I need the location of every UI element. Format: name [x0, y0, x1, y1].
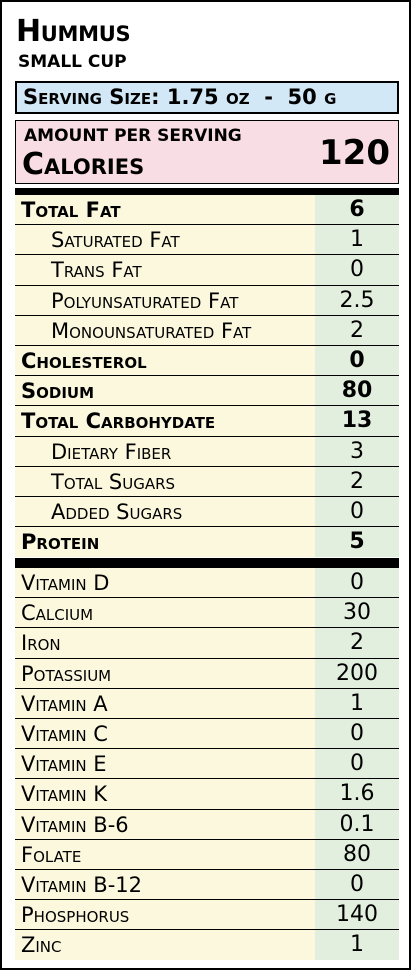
vitamin-value: 200 — [315, 658, 399, 688]
nutrient-name: Saturated Fat — [15, 225, 315, 255]
vitamin-name: Vitamin D — [15, 568, 315, 598]
calories-label: Calories — [22, 147, 145, 182]
nutrient-value: 0 — [315, 345, 399, 376]
nutrient-value: 6 — [315, 195, 399, 225]
vitamin-name: Vitamin B-12 — [15, 869, 315, 900]
vitamin-value: 1 — [315, 930, 399, 961]
vitamin-row-vitamin-k: Vitamin K 1.6 — [15, 779, 399, 810]
vitamin-value: 0 — [315, 749, 399, 779]
nutrient-name: Dietary Fiber — [15, 436, 315, 466]
nutrient-name: Trans Fat — [15, 255, 315, 285]
vitamin-row-zinc: Zinc 1 — [15, 930, 399, 961]
nutrient-name: Protein — [15, 527, 315, 558]
vitamin-name: Vitamin B-6 — [15, 809, 315, 839]
nutrient-value: 80 — [315, 376, 399, 406]
nutrient-value: 0 — [315, 496, 399, 527]
vitamin-row-potassium: Potassium 200 — [15, 658, 399, 689]
nutrient-row-monounsaturated-fat: Monounsaturated Fat 2 — [15, 315, 399, 346]
vitamin-name: Vitamin A — [15, 688, 315, 718]
serving-size-value: 1.75 oz - 50 g — [166, 85, 337, 109]
vitamin-value: 30 — [315, 598, 399, 628]
nutrient-value: 13 — [315, 406, 399, 436]
vitamin-value: 2 — [315, 628, 399, 658]
nutrient-value: 0 — [315, 255, 399, 285]
serving-size-box: Serving Size: 1.75 oz - 50 g — [15, 81, 399, 114]
vitamin-row-folate: Folate 80 — [15, 839, 399, 870]
product-portion: SMALL CUP — [18, 52, 127, 72]
nutrient-list: Total Fat 6 Saturated Fat 1 Trans Fat 0 Pol… — [15, 195, 399, 558]
nutrient-row-saturated-fat: Saturated Fat 1 — [15, 225, 399, 256]
nutrient-name: Polyunsaturated Fat — [15, 285, 315, 315]
thick-divider-top — [15, 188, 399, 195]
nutrient-value: 2 — [315, 466, 399, 496]
vitamin-value: 0 — [315, 568, 399, 598]
nutrient-row-polyunsaturated-fat: Polyunsaturated Fat 2.5 — [15, 285, 399, 316]
vitamin-row-vitamin-b6: Vitamin B-6 0.1 — [15, 809, 399, 840]
nutrient-row-protein: Protein 5 — [15, 527, 399, 558]
nutrient-value: 1 — [315, 225, 399, 255]
nutrient-row-total-fat: Total Fat 6 — [15, 195, 399, 226]
vitamin-value: 0 — [315, 869, 399, 900]
vitamin-name: Calcium — [15, 598, 315, 628]
vitamin-value: 1 — [315, 688, 399, 718]
vitamin-name: Zinc — [15, 930, 315, 961]
vitamin-name: Phosphorus — [15, 900, 315, 930]
nutrient-row-trans-fat: Trans Fat 0 — [15, 255, 399, 286]
nutrient-value: 2 — [315, 315, 399, 345]
nutrient-name: Cholesterol — [15, 345, 315, 376]
serving-size-label: Serving Size: — [23, 85, 160, 109]
calories-value: 120 — [319, 133, 390, 173]
vitamin-value: 1.6 — [315, 779, 399, 809]
vitamin-row-iron: Iron 2 — [15, 628, 399, 659]
vitamin-name: Potassium — [15, 658, 315, 688]
nutrient-row-total-carbohydrate: Total Carbohydate 13 — [15, 406, 399, 437]
vitamin-name: Folate — [15, 839, 315, 869]
vitamin-name: Iron — [15, 628, 315, 658]
nutrient-row-sodium: Sodium 80 — [15, 376, 399, 407]
nutrient-name: Added Sugars — [15, 496, 315, 527]
vitamin-value: 80 — [315, 839, 399, 869]
vitamin-value: 0.1 — [315, 809, 399, 839]
vitamin-row-vitamin-b12: Vitamin B-12 0 — [15, 869, 399, 901]
nutrient-name: Total Fat — [15, 195, 315, 225]
nutrient-value: 2.5 — [315, 285, 399, 315]
nutrient-name: Monounsaturated Fat — [15, 315, 315, 345]
vitamin-value: 140 — [315, 900, 399, 930]
vitamin-name: Vitamin C — [15, 718, 315, 749]
vitamin-name: Vitamin K — [15, 779, 315, 809]
vitamin-name: Vitamin E — [15, 749, 315, 779]
nutrient-value: 3 — [315, 436, 399, 466]
calories-box: AMOUNT PER SERVING Calories 120 — [15, 120, 399, 184]
vitamin-row-calcium: Calcium 30 — [15, 598, 399, 629]
nutrient-value: 5 — [315, 527, 399, 558]
vitamin-row-phosphorus: Phosphorus 140 — [15, 900, 399, 931]
nutrient-row-dietary-fiber: Dietary Fiber 3 — [15, 436, 399, 467]
thick-divider-vitamins — [15, 558, 399, 568]
nutrient-name: Total Sugars — [15, 466, 315, 496]
amount-per-serving: AMOUNT PER SERVING — [24, 126, 242, 146]
nutrient-row-total-sugars: Total Sugars 2 — [15, 466, 399, 497]
product-title: Hummus — [16, 14, 131, 49]
nutrient-row-cholesterol: Cholesterol 0 — [15, 345, 399, 377]
nutrient-row-added-sugars: Added Sugars 0 — [15, 496, 399, 528]
nutrient-name: Total Carbohydate — [15, 406, 315, 436]
nutrient-name: Sodium — [15, 376, 315, 406]
vitamin-value: 0 — [315, 718, 399, 749]
